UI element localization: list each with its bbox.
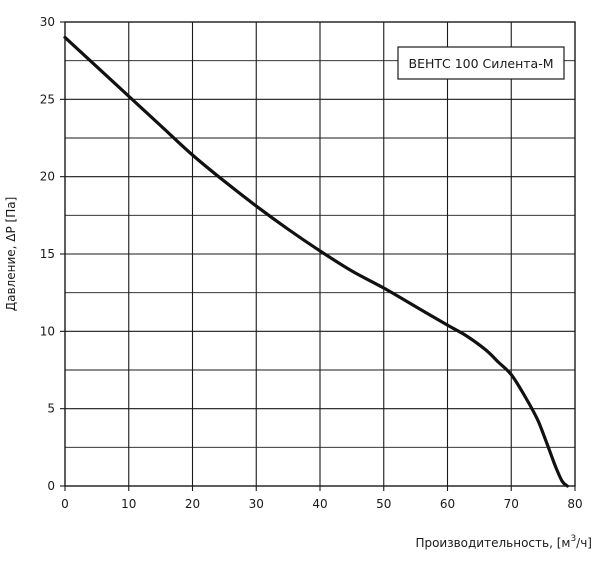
tick-labels: 0 10 20 30 40 50 60 70 80 0 5 10 15 20 25 30 [40, 15, 583, 511]
legend: ВЕНТС 100 Силента-М [397, 46, 565, 80]
y-tick-label: 10 [40, 324, 55, 338]
legend-label: ВЕНТС 100 Силента-М [409, 56, 554, 71]
y-tick-label: 15 [40, 247, 55, 261]
x-tick-label: 50 [376, 497, 391, 511]
legend-box [397, 46, 565, 80]
x-axis-title: Производительность, [м3/ч] [415, 534, 592, 550]
series-line [63, 35, 569, 488]
x-axis-title-tail: /ч] [576, 536, 592, 550]
x-tick-label: 60 [440, 497, 455, 511]
x-axis-title-superscript: 3 [570, 534, 576, 544]
y-tick-label: 20 [40, 170, 55, 184]
y-tick-label: 0 [47, 479, 55, 493]
x-tick-label: 70 [504, 497, 519, 511]
x-tick-label: 10 [121, 497, 136, 511]
x-tick-label: 0 [61, 497, 69, 511]
x-tick-label: 20 [185, 497, 200, 511]
x-tick-label: 30 [249, 497, 264, 511]
y-tick-label: 5 [47, 402, 55, 416]
plot-frame [64, 21, 576, 487]
y-axis-title: Давление, ΔP [Па] [4, 197, 18, 312]
x-tick-label: 80 [567, 497, 582, 511]
series-layer [63, 35, 569, 488]
grid [65, 22, 575, 486]
y-tick-label: 30 [40, 15, 55, 29]
x-axis-title-main: Производительность, [м [415, 536, 570, 550]
y-tick-label: 25 [40, 92, 55, 106]
x-tick-label: 40 [312, 497, 327, 511]
